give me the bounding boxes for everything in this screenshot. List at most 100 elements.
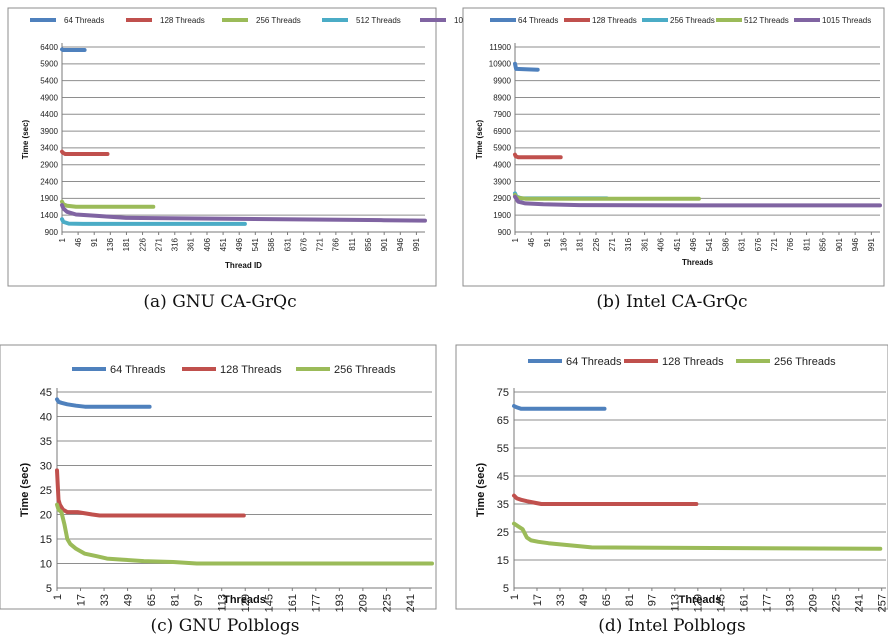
y-tick-label: 75 [497, 387, 509, 399]
y-tick-label: 20 [40, 509, 52, 521]
x-tick-label: 209 [358, 594, 370, 612]
x-tick-label: 451 [673, 237, 682, 251]
x-tick-label: 81 [624, 594, 636, 606]
x-tick-label: 631 [738, 237, 747, 251]
x-tick-label: 129 [240, 594, 252, 612]
caption-gnu-polblogs: (c) GNU Polblogs [150, 616, 300, 636]
y-tick-label: 8900 [493, 93, 511, 102]
legend-label: 64 Threads [518, 16, 558, 25]
y-tick-label: 2400 [40, 177, 58, 186]
series-line-256-threads [512, 521, 883, 551]
x-tick-label: 316 [624, 237, 633, 251]
y-tick-label: 1400 [40, 211, 58, 220]
x-tick-label: 766 [786, 237, 795, 251]
x-tick-label: 226 [592, 237, 601, 251]
x-tick-label: 721 [770, 237, 779, 251]
x-tick-label: 97 [193, 594, 205, 606]
x-axis-title: Threads [223, 594, 266, 606]
y-axis-title: Time (sec) [475, 463, 487, 518]
x-tick-label: 901 [380, 237, 389, 251]
y-tick-label: 2900 [493, 194, 511, 203]
x-tick-label: 46 [527, 237, 536, 246]
x-tick-label: 316 [171, 237, 180, 251]
chart-gnu-ca-grqc: 900 1400 1900 2400 2900 3400 3900 4400 4900 5400 5… [7, 7, 503, 287]
legend-label: 256 Threads [334, 364, 396, 376]
x-tick-label: 406 [657, 237, 666, 251]
chart-panel-intel-polblogs: 5 15 25 35 45 55 65 75 1 17 33 49 65 81 97 113 129 145 161… [450, 338, 888, 644]
x-tick-label: 631 [283, 237, 292, 251]
x-tick-label: 81 [169, 594, 181, 606]
legend-label: 256 Threads [256, 16, 301, 25]
x-axis-title: Threads [679, 594, 722, 606]
x-axis-title: Threads [682, 258, 714, 267]
legend-label: 1015 Threads [822, 16, 871, 25]
y-tick-label: 1900 [40, 194, 58, 203]
chart-panel-gnu-polblogs: 5 10 15 20 25 30 35 40 45 1 17 33 49 65 81 97 113 129 145 1… [0, 338, 444, 644]
y-tick-label: 7900 [493, 110, 511, 119]
legend-label: 64 Threads [64, 16, 104, 25]
chart-body: 900 1400 1900 2400 2900 3400 3900 4400 4900 5400 5… [7, 7, 503, 287]
y-tick-label: 900 [45, 228, 59, 237]
series-line-128-threads [55, 468, 246, 518]
x-tick-label: 1 [58, 237, 67, 242]
y-tick-label: 9900 [493, 76, 511, 85]
x-tick-label: 145 [716, 594, 728, 612]
y-tick-label: 4900 [493, 161, 511, 170]
series-line-64-threads [512, 404, 607, 411]
chart-body: 5 15 25 35 45 55 65 75 1 17 33 49 65 81 97 113 129 145 161… [455, 344, 888, 612]
x-tick-label: 271 [608, 237, 617, 251]
chart-intel-ca-grqc: 900 1900 2900 3900 4900 5900 6900 7900 8900 9900 1… [462, 7, 885, 287]
x-tick-label: 1 [509, 594, 521, 600]
x-tick-label: 226 [138, 237, 147, 251]
x-tick-label: 161 [739, 594, 751, 612]
x-tick-label: 225 [381, 594, 393, 612]
y-tick-label: 45 [497, 471, 509, 483]
series-line-128-threads [512, 493, 699, 506]
x-tick-label: 856 [819, 237, 828, 251]
x-tick-label: 65 [601, 594, 613, 606]
x-tick-label: 1 [52, 594, 64, 600]
legend-label: 128 Threads [592, 16, 637, 25]
y-tick-label: 35 [497, 499, 509, 511]
y-tick-label: 900 [498, 228, 512, 237]
x-tick-label: 991 [867, 237, 876, 251]
legend-label: 512 Threads [356, 16, 401, 25]
x-tick-label: 541 [251, 237, 260, 251]
y-axis-title: Time (sec) [475, 119, 484, 159]
x-tick-label: 451 [219, 237, 228, 251]
x-tick-label: 181 [576, 237, 585, 251]
x-tick-label: 17 [532, 594, 544, 606]
x-tick-label: 136 [559, 237, 568, 251]
x-tick-label: 676 [299, 237, 308, 251]
y-tick-label: 3900 [40, 127, 58, 136]
x-tick-label: 766 [332, 237, 341, 251]
x-tick-label: 33 [99, 594, 111, 606]
series-line-256-threads [55, 502, 434, 566]
x-tick-label: 136 [106, 237, 115, 251]
x-tick-label: 811 [348, 237, 357, 250]
x-tick-label: 946 [396, 237, 405, 251]
y-tick-label: 6400 [40, 43, 58, 52]
legend-label: 512 Threads [744, 16, 789, 25]
x-tick-label: 65 [146, 594, 158, 606]
series-line-64-threads [513, 61, 540, 72]
x-tick-label: 496 [689, 237, 698, 251]
x-tick-label: 177 [311, 594, 323, 612]
caption-intel-ca-grqc: (b) Intel CA-GrQc [596, 292, 748, 312]
x-tick-label: 46 [74, 237, 83, 246]
series-line-64-threads [55, 397, 152, 409]
y-axis-title: Time (sec) [21, 119, 30, 159]
x-tick-label: 811 [802, 237, 811, 250]
x-tick-label: 541 [705, 237, 714, 251]
series-line-512-threads [60, 217, 247, 226]
chart-frame [462, 7, 885, 287]
x-tick-label: 721 [316, 237, 325, 251]
chart-intel-polblogs: 5 15 25 35 45 55 65 75 1 17 33 49 65 81 97 113 129 145 161… [455, 344, 888, 612]
x-tick-label: 33 [555, 594, 567, 606]
x-tick-label: 406 [203, 237, 212, 251]
x-tick-label: 177 [762, 594, 774, 612]
y-tick-label: 1900 [493, 211, 511, 220]
x-tick-label: 586 [721, 237, 730, 251]
legend-label: 128 Threads [160, 16, 205, 25]
x-tick-label: 271 [154, 237, 163, 251]
